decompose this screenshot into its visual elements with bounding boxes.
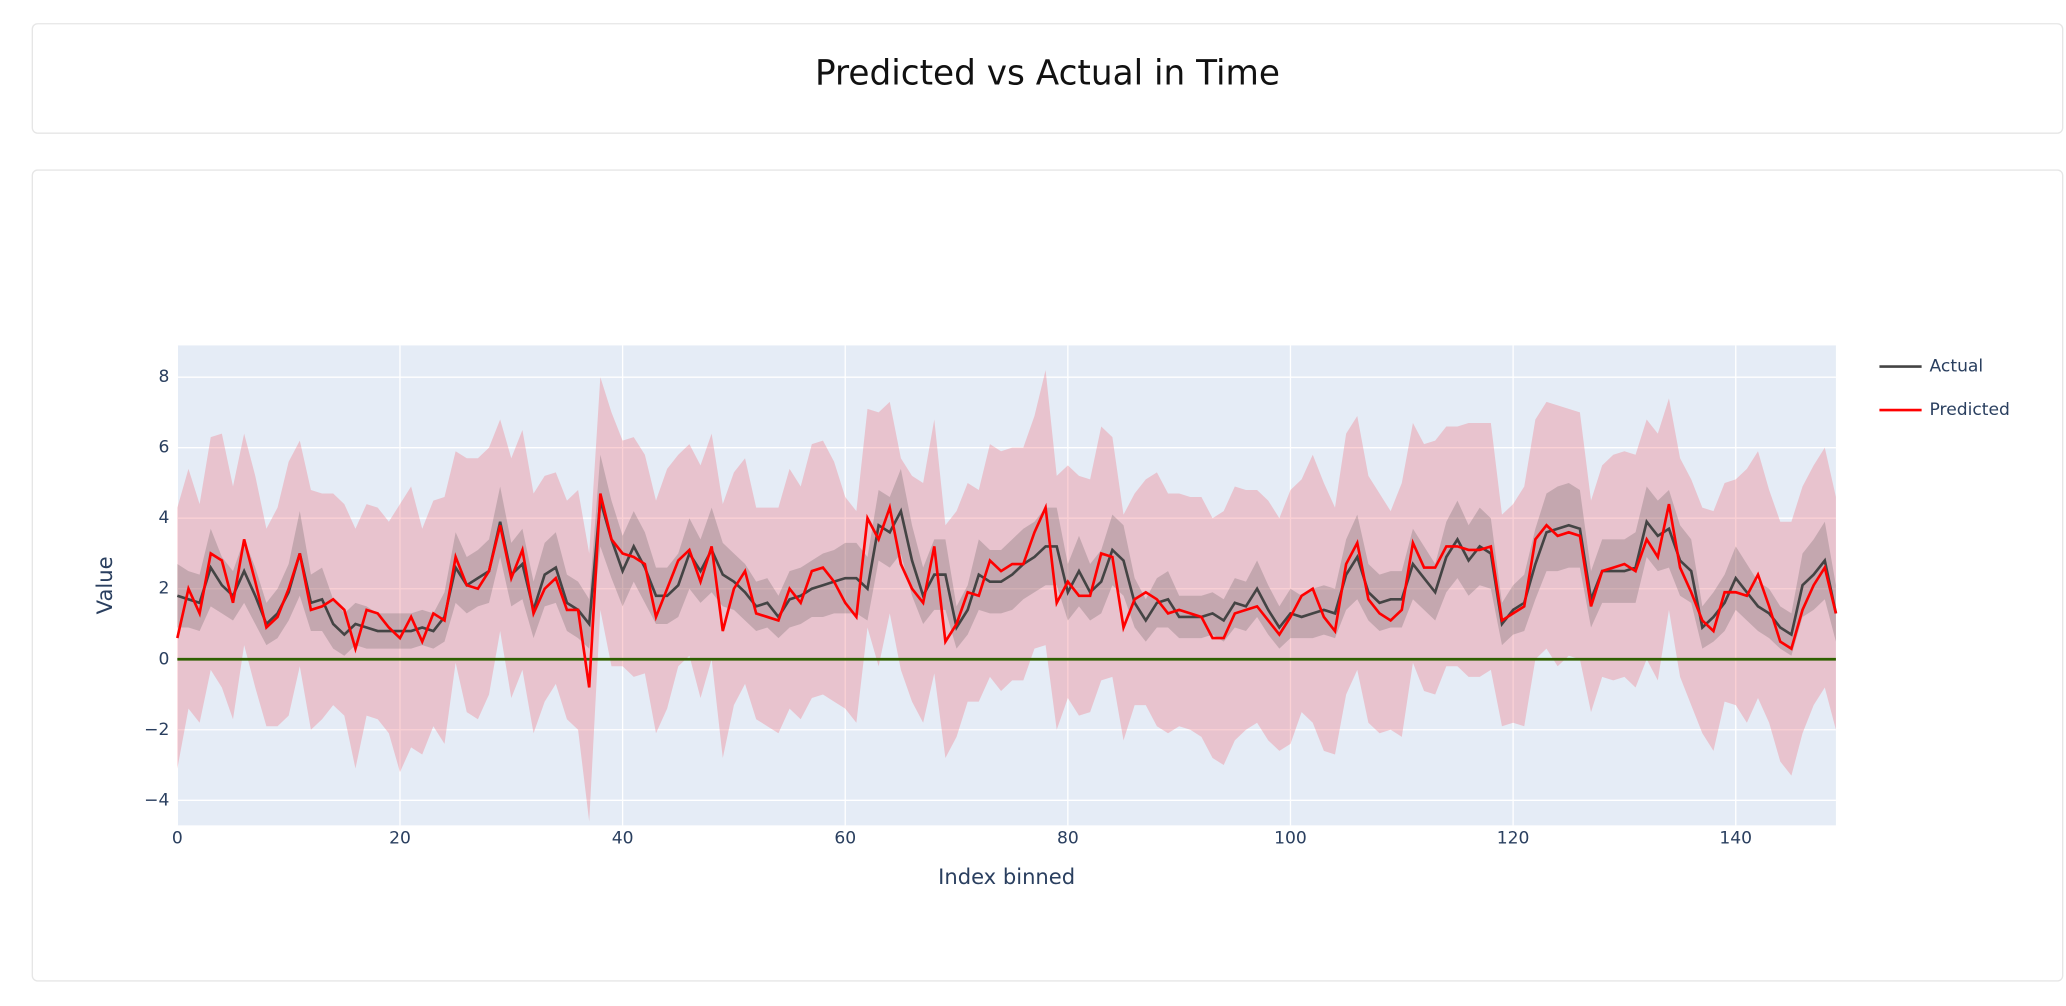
- x-tick-label: 100: [1274, 829, 1307, 849]
- y-tick-label: −4: [144, 790, 169, 810]
- x-tick-label: 80: [1057, 829, 1079, 849]
- y-tick-label: 4: [159, 508, 170, 528]
- x-tick-label: 20: [389, 829, 411, 849]
- y-tick-label: 0: [159, 649, 170, 669]
- y-tick-label: −2: [144, 720, 169, 740]
- y-tick-label: 8: [159, 367, 170, 387]
- y-tick-label: 6: [159, 438, 170, 458]
- x-tick-label: 140: [1719, 829, 1752, 849]
- x-tick-label: 0: [172, 829, 183, 849]
- y-tick-label: 2: [159, 579, 170, 599]
- series-line: [176, 500, 1838, 637]
- y-axis-title: Value: [92, 556, 117, 614]
- legend-label: Predicted: [1930, 400, 2010, 420]
- x-tick-label: 40: [612, 829, 634, 849]
- legend-label: Actual: [1930, 357, 1984, 377]
- series-line: [176, 493, 1838, 688]
- chart-title: Predicted vs Actual in Time: [815, 54, 1280, 94]
- x-tick-label: 120: [1497, 829, 1530, 849]
- plot-area: [177, 345, 1836, 826]
- confidence-band: [177, 370, 1836, 822]
- x-tick-label: 60: [834, 829, 856, 849]
- x-axis-title: Index binned: [938, 864, 1075, 889]
- title-card: [31, 23, 2064, 134]
